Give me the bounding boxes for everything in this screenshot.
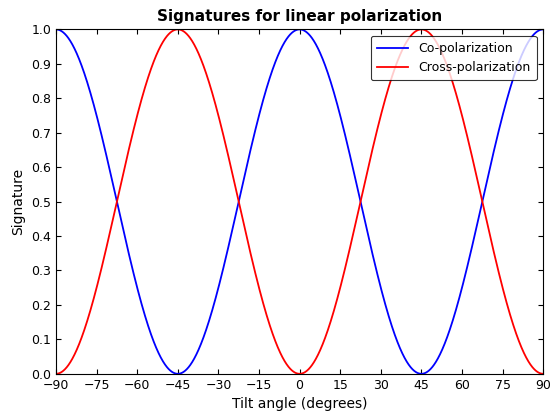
Line: Cross-polarization: Cross-polarization: [56, 29, 543, 374]
Cross-polarization: [277, 350, 283, 355]
Cross-polarization: [540, 371, 547, 376]
Cross-polarization: [175, 27, 181, 32]
Co-polarization: [53, 27, 59, 32]
X-axis label: Tilt angle (degrees): Tilt angle (degrees): [232, 397, 367, 411]
Cross-polarization: [436, 46, 443, 51]
Co-polarization: [526, 38, 533, 43]
Cross-polarization: [290, 369, 296, 374]
Cross-polarization: [53, 371, 59, 376]
Cross-polarization: [77, 337, 84, 342]
Co-polarization: [77, 61, 84, 66]
Title: Signatures for linear polarization: Signatures for linear polarization: [157, 9, 442, 24]
Cross-polarization: [526, 360, 533, 365]
Co-polarization: [540, 27, 547, 32]
Co-polarization: [175, 371, 181, 376]
Cross-polarization: [526, 360, 533, 365]
Line: Co-polarization: Co-polarization: [56, 29, 543, 374]
Y-axis label: Signature: Signature: [12, 168, 26, 235]
Legend: Co-polarization, Cross-polarization: Co-polarization, Cross-polarization: [371, 36, 537, 80]
Co-polarization: [436, 352, 443, 357]
Co-polarization: [526, 38, 533, 43]
Co-polarization: [290, 29, 296, 34]
Co-polarization: [277, 48, 283, 53]
